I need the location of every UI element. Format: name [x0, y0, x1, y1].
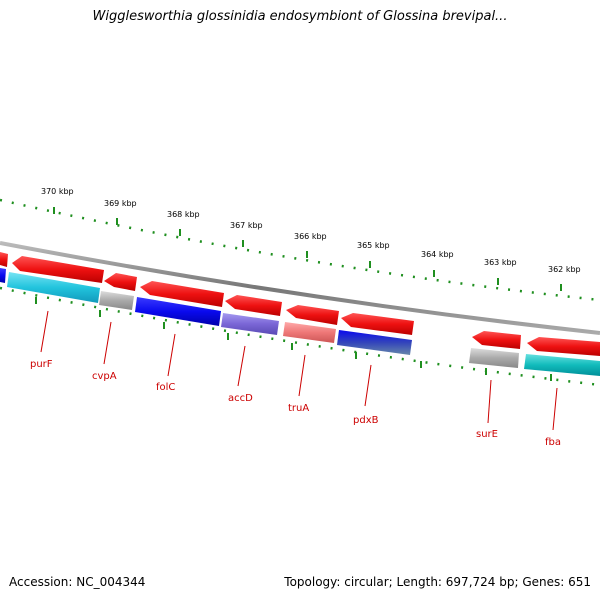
genome-backbone: [0, 241, 600, 335]
scale-label-369: 369 kbp: [104, 199, 137, 208]
scale-labels: 370 kbp 369 kbp 368 kbp 367 kbp 366 kbp …: [41, 187, 581, 274]
outer-scale-ring: [0, 198, 600, 302]
reverse-gene-partial[interactable]: [0, 268, 6, 283]
scale-label-365: 365 kbp: [357, 241, 390, 250]
gene-bar-purF[interactable]: [7, 272, 100, 303]
topology-text: Topology: circular; Length: 697,724 bp; …: [284, 575, 591, 589]
scale-label-364: 364 kbp: [421, 250, 454, 259]
genome-title: Wigglesworthia glossinidia endosymbiont …: [92, 9, 508, 24]
gene-label-purF[interactable]: purF: [30, 359, 53, 370]
gene-bar-fba[interactable]: [524, 354, 600, 376]
gene-bar-pdxB[interactable]: [337, 330, 412, 355]
forward-gene-2[interactable]: [12, 256, 104, 283]
gene-label-truA[interactable]: truA: [288, 403, 309, 414]
forward-gene-7[interactable]: [341, 313, 414, 335]
scale-label-362: 362 kbp: [548, 265, 581, 274]
gene-label-pdxB[interactable]: pdxB: [353, 415, 379, 426]
gene-label-accD[interactable]: accD: [228, 393, 253, 404]
forward-gene-1[interactable]: [0, 252, 8, 267]
gene-label-fba[interactable]: fba: [545, 437, 561, 448]
forward-gene-8[interactable]: [472, 331, 521, 349]
scale-label-366: 366 kbp: [294, 232, 327, 241]
forward-gene-6[interactable]: [286, 305, 339, 325]
forward-gene-9[interactable]: [527, 337, 600, 356]
gene-bar-folC[interactable]: [135, 297, 221, 326]
gene-bar-surE[interactable]: [469, 348, 519, 368]
gene-label-folC[interactable]: folC: [156, 382, 175, 393]
gene-labels: purF cvpA folC accD truA pdxB surE fba: [30, 310, 561, 448]
forward-gene-4[interactable]: [140, 281, 224, 307]
scale-label-370: 370 kbp: [41, 187, 74, 196]
gene-bar-accD[interactable]: [221, 313, 279, 335]
scale-label-368: 368 kbp: [167, 210, 200, 219]
forward-gene-3[interactable]: [104, 273, 137, 291]
scale-label-367: 367 kbp: [230, 221, 263, 230]
gene-bar-truA[interactable]: [283, 322, 336, 343]
forward-gene-5[interactable]: [225, 295, 282, 316]
gene-label-surE[interactable]: surE: [476, 429, 498, 440]
reverse-strand-genes: [0, 268, 600, 376]
accession-text: Accession: NC_004344: [9, 575, 146, 589]
scale-label-363: 363 kbp: [484, 258, 517, 267]
gene-label-cvpA[interactable]: cvpA: [92, 371, 117, 382]
inner-scale-ring: [0, 286, 600, 387]
gene-bar-cvpA[interactable]: [99, 291, 134, 310]
forward-strand-genes: [0, 252, 600, 356]
